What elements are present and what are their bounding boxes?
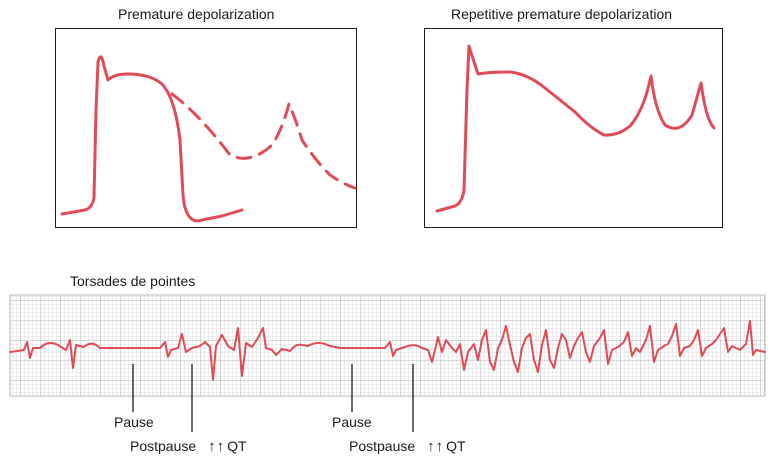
qt-up-arrows-icon-2: ↑↑ [427, 438, 445, 455]
postpause-label-1: Postpause ↑↑ QT [130, 438, 247, 455]
postpause-label-2: Postpause ↑↑ QT [349, 438, 466, 455]
postpause-text-2: Postpause [349, 438, 416, 454]
torsades-title: Torsades de pointes [70, 273, 196, 289]
qt-up-arrows-icon-1: ↑↑ [208, 438, 226, 455]
ecg-torsades-trace [9, 320, 766, 381]
qt-label-2: QT [446, 438, 466, 454]
panel-2-title: Repetitive premature depolarization [451, 6, 673, 22]
panel-2-action-potential-curve [435, 44, 716, 213]
panel-1-premature-dashed-curve [170, 92, 357, 190]
panel-1-title: Premature depolarization [118, 6, 275, 22]
qt-label-1: QT [227, 438, 247, 454]
panel-1-action-potential-curve [60, 55, 244, 223]
pause-label-2: Pause [332, 414, 372, 430]
panel-1-frame [55, 28, 357, 228]
postpause-text-1: Postpause [130, 438, 197, 454]
panel-2-frame [424, 28, 723, 228]
pause-label-1: Pause [114, 414, 154, 430]
